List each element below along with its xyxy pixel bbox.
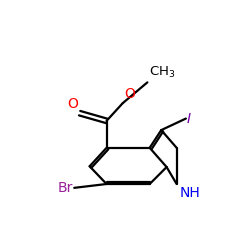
Text: NH: NH bbox=[180, 186, 200, 200]
Text: O: O bbox=[67, 97, 78, 111]
Text: Br: Br bbox=[58, 181, 73, 195]
Text: I: I bbox=[187, 112, 191, 126]
Text: CH$_3$: CH$_3$ bbox=[149, 65, 176, 80]
Text: O: O bbox=[125, 87, 136, 101]
